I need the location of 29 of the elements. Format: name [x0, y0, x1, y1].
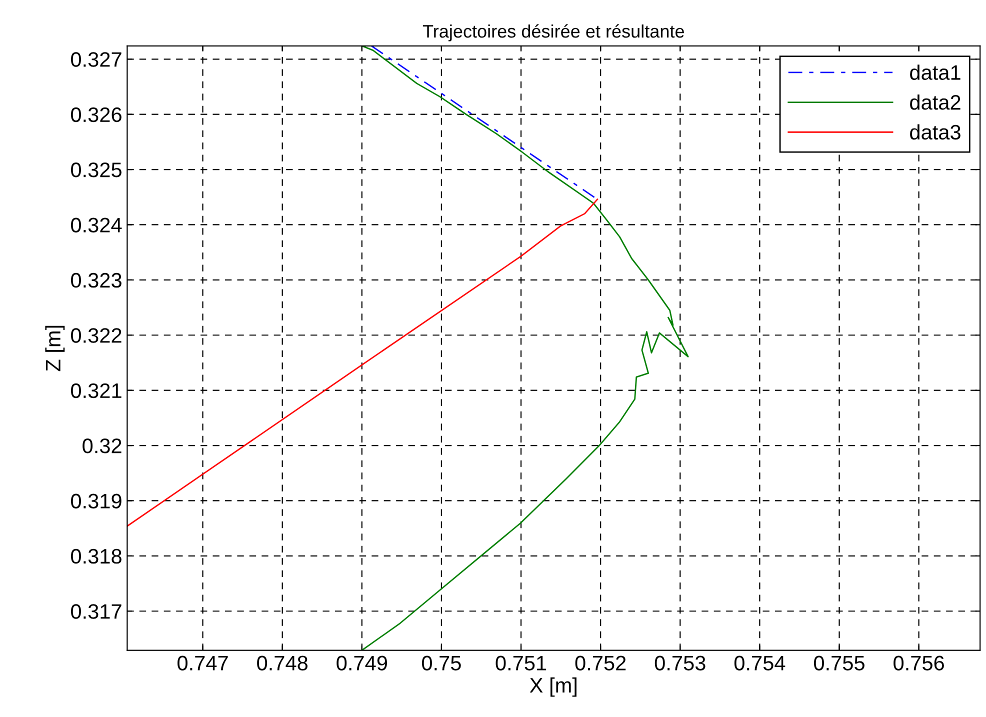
x-tick-label: 0.753 [654, 656, 706, 670]
y-tick-label: 0.321 [71, 383, 122, 398]
x-axis-title: X [m] [530, 677, 576, 697]
y-tick-label: 0.317 [71, 604, 122, 619]
y-tick-label: 0.326 [71, 107, 122, 122]
legend-label: data3 [910, 124, 960, 140]
y-axis-title: Z [m] [45, 326, 65, 372]
y-tick-label: 0.324 [71, 218, 122, 232]
line-series [127, 198, 598, 527]
line-series [361, 46, 689, 650]
y-tick-label: 0.323 [71, 272, 122, 288]
y-tick-label: 0.319 [71, 494, 122, 508]
x-tick-label: 0.756 [894, 656, 944, 670]
chart-title: Trajectoires désirée et résultante [422, 24, 684, 42]
legend-label: data1 [910, 64, 960, 80]
x-tick-label: 0.747 [178, 656, 228, 670]
x-tick-label: 0.748 [257, 656, 308, 670]
x-tick-label: 0.75 [422, 656, 461, 670]
y-tick-label: 0.322 [71, 328, 122, 343]
y-tick-label: 0.318 [71, 548, 122, 564]
y-tick-label: 0.327 [71, 52, 122, 67]
x-tick-label: 0.755 [814, 656, 864, 670]
x-tick-label: 0.752 [575, 656, 626, 670]
x-tick-label: 0.754 [734, 656, 786, 670]
x-tick-label: 0.749 [336, 656, 387, 670]
x-tick-label: 0.751 [496, 656, 546, 670]
y-tick-label: 0.32 [82, 438, 122, 454]
y-tick-label: 0.325 [71, 162, 122, 178]
legend-label: data2 [910, 94, 960, 110]
